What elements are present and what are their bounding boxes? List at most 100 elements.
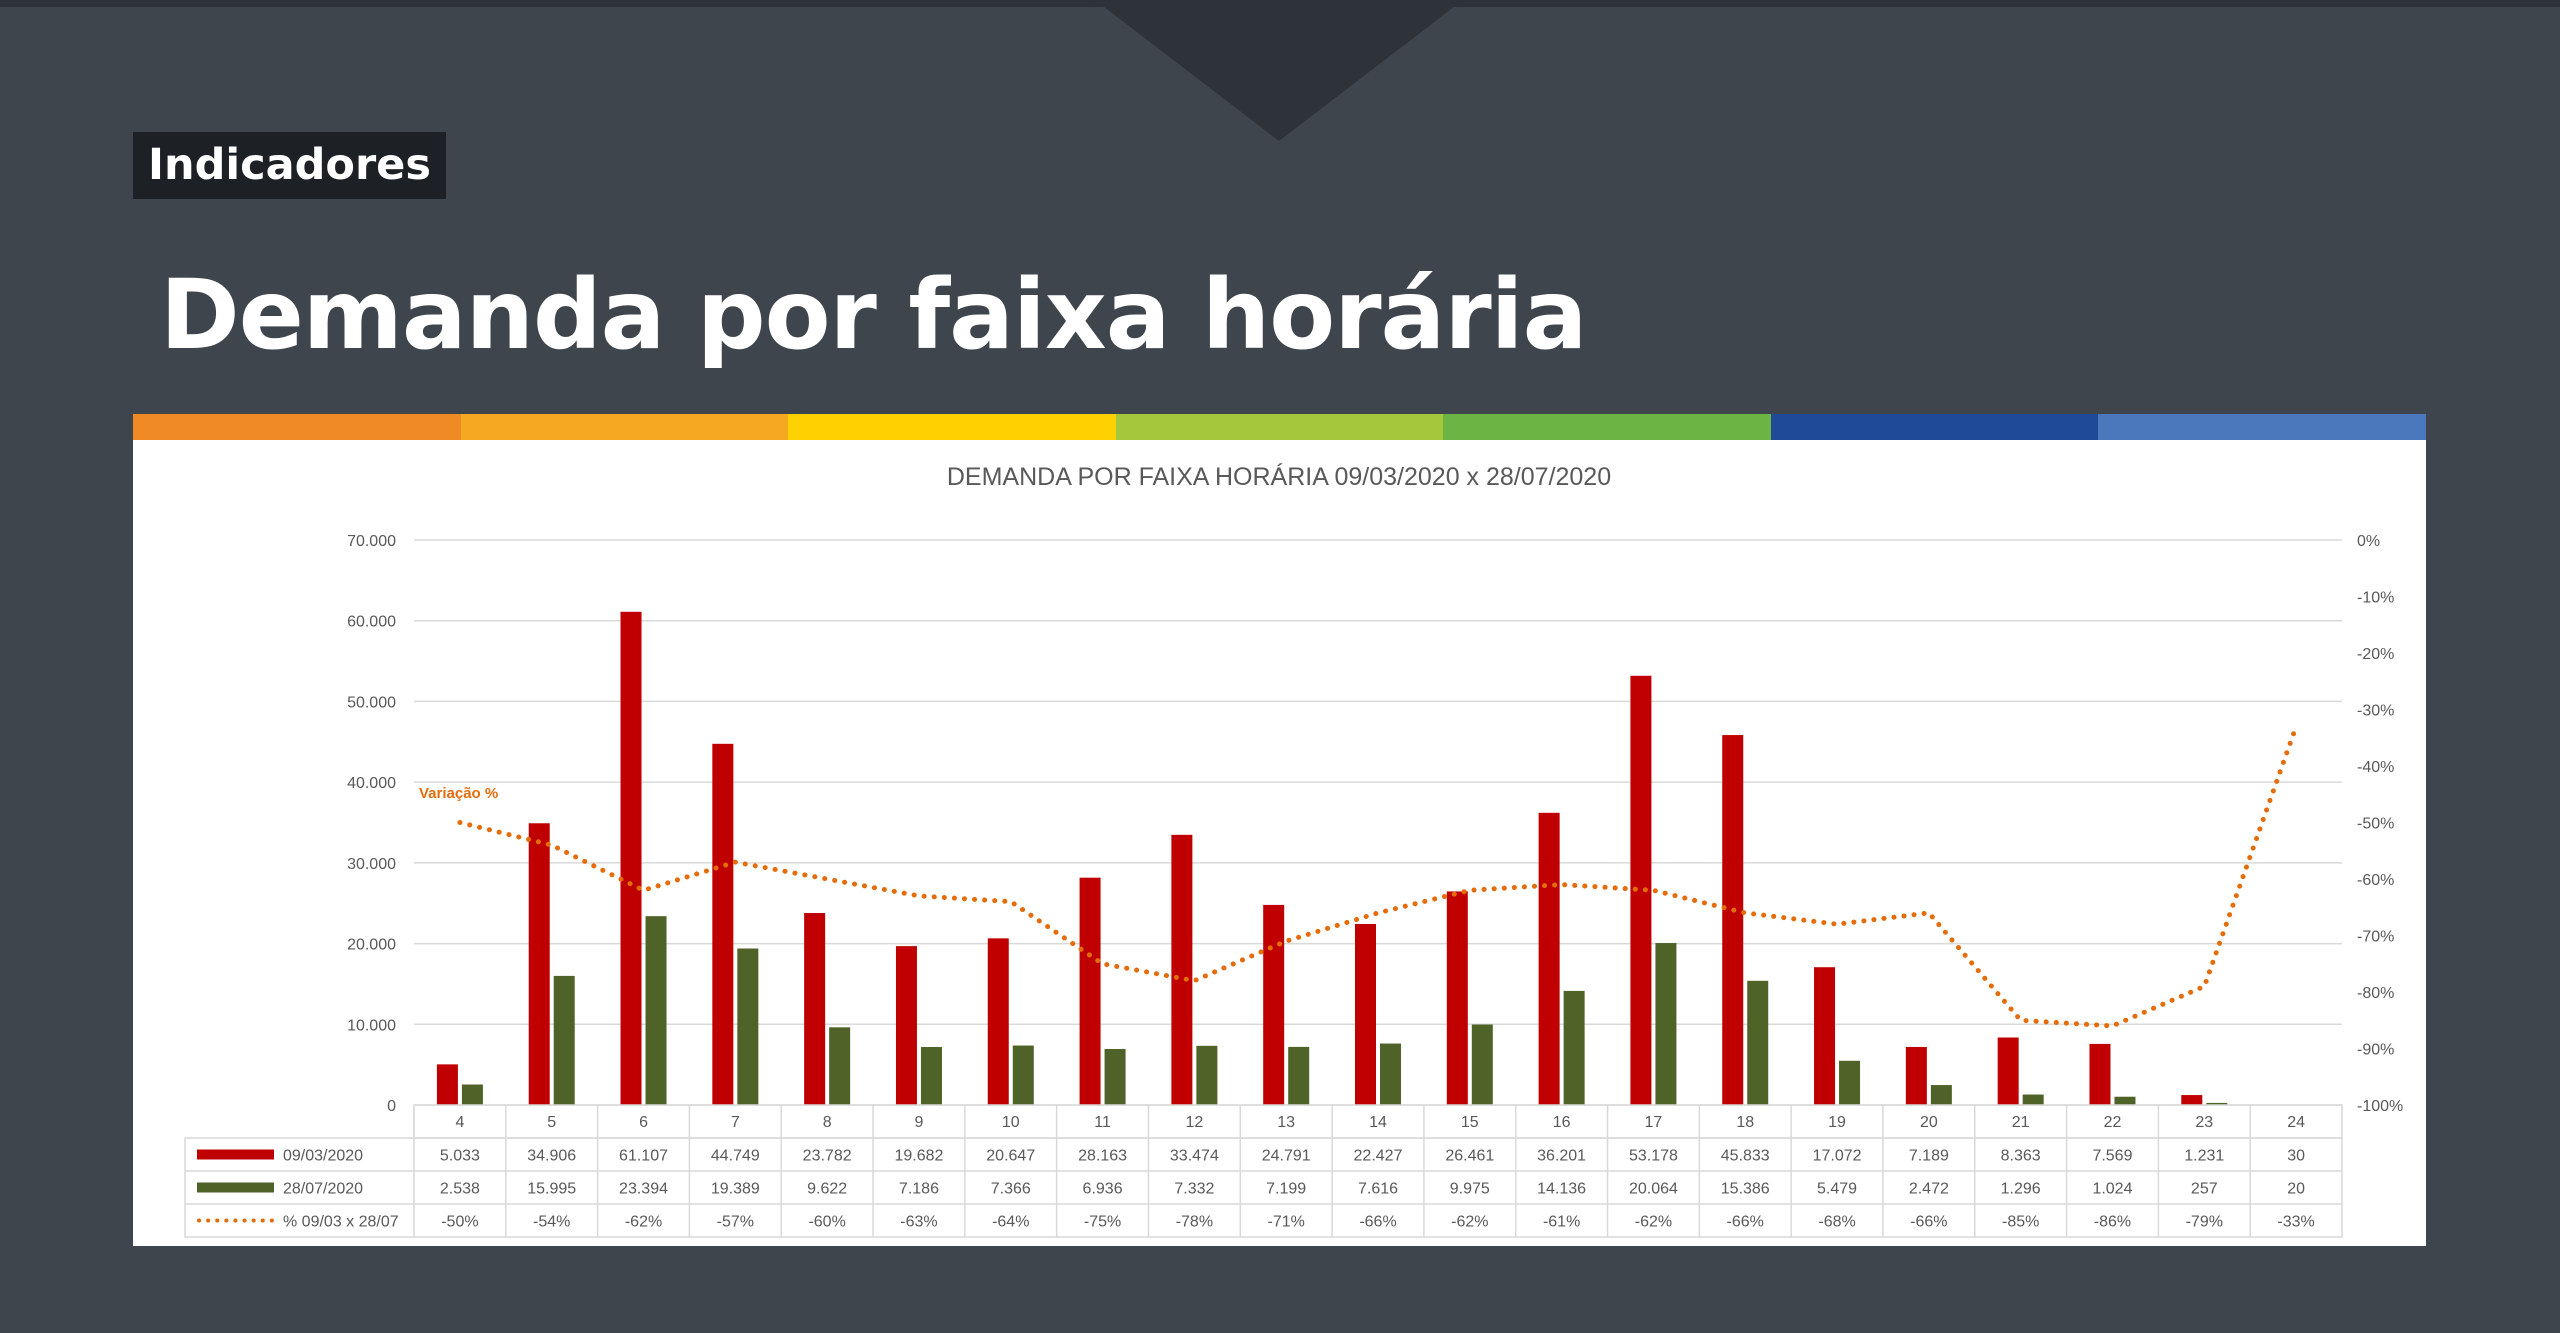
bar-28-07-2020 (2022, 1094, 2044, 1105)
y-tick-label: 70.000 (347, 533, 396, 550)
data-label: -62% (1635, 1214, 1672, 1231)
data-label: 23.394 (619, 1181, 668, 1198)
bar-28-07-2020 (1747, 980, 1769, 1105)
y2-tick-label: -10% (2357, 590, 2394, 607)
x-tick-label: 22 (2104, 1114, 2122, 1131)
y-tick-label: 50.000 (347, 694, 396, 711)
y2-tick-label: -20% (2357, 646, 2394, 663)
data-label: 1.231 (2184, 1148, 2224, 1165)
y2-tick-label: -90% (2357, 1042, 2394, 1059)
data-label: -57% (717, 1214, 754, 1231)
data-label: 1.296 (2001, 1181, 2041, 1198)
data-label: 8.363 (2001, 1148, 2041, 1165)
x-tick-label: 18 (1736, 1114, 1754, 1131)
bar-28-07-2020 (2114, 1096, 2136, 1105)
bar-28-07-2020 (461, 1084, 483, 1105)
y2-tick-label: 0% (2357, 533, 2380, 550)
data-label: 36.201 (1537, 1148, 1586, 1165)
data-label: 7.189 (1909, 1148, 1949, 1165)
y2-tick-label: -50% (2357, 816, 2394, 833)
data-label: -68% (1818, 1214, 1855, 1231)
data-label: 33.474 (1170, 1148, 1219, 1165)
data-label: 20.064 (1629, 1181, 1678, 1198)
x-tick-label: 14 (1369, 1114, 1387, 1131)
page-title: Demanda por faixa horária (160, 259, 1587, 371)
bar-28-07-2020 (645, 916, 667, 1105)
data-label: 61.107 (619, 1148, 668, 1165)
data-label: 15.386 (1721, 1181, 1770, 1198)
bar-09-03-2020 (1171, 834, 1193, 1105)
bar-09-03-2020 (895, 946, 917, 1105)
bar-28-07-2020 (1012, 1045, 1034, 1105)
bar-09-03-2020 (436, 1064, 458, 1105)
data-label: 7.569 (2092, 1148, 2132, 1165)
x-tick-label: 13 (1277, 1114, 1295, 1131)
bar-28-07-2020 (1104, 1049, 1126, 1105)
data-label: -85% (2002, 1214, 2039, 1231)
y-tick-label: 10.000 (347, 1017, 396, 1034)
x-tick-label: 16 (1553, 1114, 1571, 1131)
data-label: 19.389 (711, 1181, 760, 1198)
data-label: -66% (1910, 1214, 1947, 1231)
chart-title: DEMANDA POR FAIXA HORÁRIA 09/03/2020 x 2… (947, 462, 1611, 491)
x-tick-label: 19 (1828, 1114, 1846, 1131)
bar-28-07-2020 (1196, 1045, 1218, 1105)
bar-09-03-2020 (804, 913, 826, 1105)
x-tick-label: 10 (1002, 1114, 1020, 1131)
data-label: -61% (1543, 1214, 1580, 1231)
bar-09-03-2020 (1722, 735, 1744, 1105)
data-label: -86% (2094, 1214, 2131, 1231)
data-label: 34.906 (527, 1148, 576, 1165)
bar-09-03-2020 (1079, 877, 1101, 1105)
data-label: 6.936 (1083, 1181, 1123, 1198)
y-tick-label: 30.000 (347, 856, 396, 873)
header-notch (1095, 0, 1463, 141)
data-label: 5.479 (1817, 1181, 1857, 1198)
data-label: 9.975 (1450, 1181, 1490, 1198)
stripe-segment (788, 414, 1116, 440)
x-tick-label: 23 (2195, 1114, 2213, 1131)
bar-09-03-2020 (987, 938, 1009, 1105)
stripe-segment (460, 414, 789, 440)
bar-28-07-2020 (829, 1027, 851, 1105)
x-tick-label: 15 (1461, 1114, 1479, 1131)
x-tick-label: 24 (2287, 1114, 2305, 1131)
data-label: -78% (1176, 1214, 1213, 1231)
data-label: -60% (808, 1214, 845, 1231)
bar-09-03-2020 (1446, 891, 1468, 1105)
bar-09-03-2020 (712, 743, 734, 1105)
data-label: 24.791 (1262, 1148, 1311, 1165)
bar-28-07-2020 (737, 948, 759, 1105)
bar-09-03-2020 (2181, 1095, 2203, 1105)
bar-09-03-2020 (1905, 1046, 1927, 1105)
color-stripe (133, 414, 2427, 440)
data-label: 1.024 (2092, 1181, 2132, 1198)
data-label: -62% (625, 1214, 662, 1231)
stripe-segment (2098, 414, 2427, 440)
x-tick-label: 21 (2012, 1114, 2030, 1131)
x-tick-label: 9 (914, 1114, 923, 1131)
y-tick-label: 0 (387, 1098, 396, 1115)
data-label: 26.461 (1445, 1148, 1494, 1165)
x-tick-label: 17 (1645, 1114, 1663, 1131)
bar-28-07-2020 (1563, 990, 1585, 1105)
bar-28-07-2020 (1655, 943, 1677, 1105)
demand-chart: DEMANDA POR FAIXA HORÁRIA 09/03/2020 x 2… (184, 462, 2403, 1238)
legend-key-bar (197, 1149, 274, 1160)
variation-line (457, 723, 2299, 1029)
bar-28-07-2020 (553, 975, 575, 1105)
data-label: 19.682 (894, 1148, 943, 1165)
legend-label: % 09/03 x 28/07 (283, 1214, 399, 1231)
data-label: -71% (1268, 1214, 1305, 1231)
data-label: 53.178 (1629, 1148, 1678, 1165)
section-tag: Indicadores (133, 132, 446, 199)
bar-28-07-2020 (2206, 1102, 2228, 1105)
data-label: 7.332 (1174, 1181, 1214, 1198)
y-tick-label: 20.000 (347, 937, 396, 954)
x-tick-label: 5 (547, 1114, 556, 1131)
bar-28-07-2020 (1930, 1085, 1952, 1105)
y2-tick-label: -60% (2357, 872, 2394, 889)
x-tick-label: 4 (455, 1114, 464, 1131)
bar-28-07-2020 (1380, 1043, 1401, 1105)
table-border (184, 1137, 2343, 1238)
